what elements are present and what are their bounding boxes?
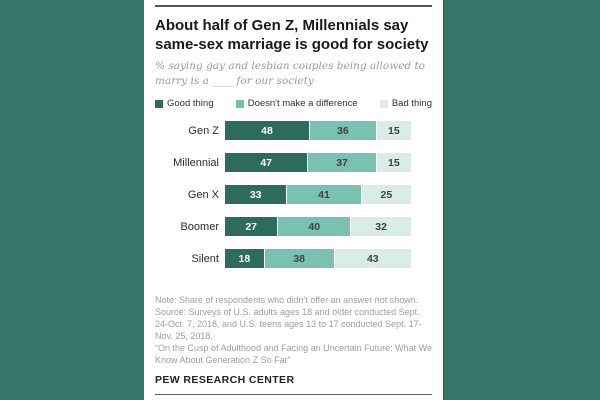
bar-segment: 47 (225, 153, 308, 172)
legend-label: Good thing (167, 98, 214, 109)
bar-segment: 37 (308, 153, 376, 172)
legend-label: Doesn't make a difference (247, 98, 358, 109)
top-rule (155, 5, 432, 7)
legend-item-3: Bad thing (379, 98, 432, 109)
legend-item-2: Doesn't make a difference (235, 98, 358, 109)
bar-segment: 48 (225, 121, 309, 140)
category-label: Silent (191, 252, 219, 265)
chart-subtitle-line-2: marry is a ____ for our society (155, 75, 314, 87)
legend-swatch-icon (379, 99, 388, 108)
bar-group: 33 41 25 (225, 185, 411, 204)
bar-segment: 15 (376, 121, 411, 140)
category-label: Gen Z (188, 124, 219, 137)
chart-subtitle-line-1: % saying gay and lesbian couples being a… (155, 60, 426, 72)
bar-group: 48 36 15 (225, 121, 411, 140)
category-label: Gen X (187, 188, 219, 201)
bar-group: 47 37 15 (225, 153, 411, 172)
bar-segment: 33 (225, 185, 287, 204)
bar-segment: 27 (225, 217, 278, 236)
bar-row-boomer: Boomer 27 40 32 (155, 217, 432, 236)
bar-segment: 25 (361, 185, 411, 204)
bar-group: 27 40 32 (225, 217, 411, 236)
report-quote-text: “On the Cusp of Adulthood and Facing an … (155, 343, 432, 365)
legend-swatch-icon (235, 99, 244, 108)
bar-row-gen-x: Gen X 33 41 25 (155, 185, 432, 204)
category-label: Millennial (173, 156, 219, 169)
bar-row-millennial: Millennial 47 37 15 (155, 153, 432, 172)
chart-notes: Note: Share of respondents who didn't of… (155, 294, 432, 366)
bar-group: 18 38 43 (225, 249, 411, 268)
bar-segment: 40 (278, 217, 351, 236)
bar-segment: 18 (225, 249, 264, 268)
legend-swatch-icon (155, 99, 163, 108)
chart-title-line-2: same-sex marriage is good for society (155, 36, 429, 53)
bar-segment: 43 (334, 249, 411, 268)
chart-title-line-1: About half of Gen Z, Millennials say (155, 17, 409, 34)
footer-brand: PEW RESEARCH CENTER (155, 374, 295, 386)
report-card: About half of Gen Z, Millennials say sam… (144, 0, 444, 400)
bar-row-silent: Silent 18 38 43 (155, 249, 432, 268)
category-label: Boomer (180, 220, 219, 233)
bar-segment: 36 (309, 121, 376, 140)
bottom-rule (155, 393, 432, 395)
stacked-bar-chart: Gen Z 48 36 15 Millennial 47 37 15 Gen X 33 41 25 Bo… (155, 121, 432, 268)
bar-row-gen-z: Gen Z 48 36 15 (155, 121, 432, 140)
bar-segment: 38 (264, 249, 334, 268)
legend-label: Bad thing (391, 98, 432, 109)
legend-item-1: Good thing (155, 98, 213, 109)
chart-legend: Good thing Doesn't make a difference Bad t… (155, 98, 432, 109)
bar-segment: 15 (376, 153, 411, 172)
note-text: Note: Share of respondents who didn't of… (155, 295, 419, 305)
bar-segment: 32 (351, 217, 411, 236)
chart-subtitle: % saying gay and lesbian couples being a… (155, 59, 432, 89)
chart-title: About half of Gen Z, Millennials say sam… (155, 16, 432, 54)
bar-segment: 41 (287, 185, 361, 204)
source-text: Source: Surveys of U.S. adults ages 18 a… (155, 307, 422, 341)
